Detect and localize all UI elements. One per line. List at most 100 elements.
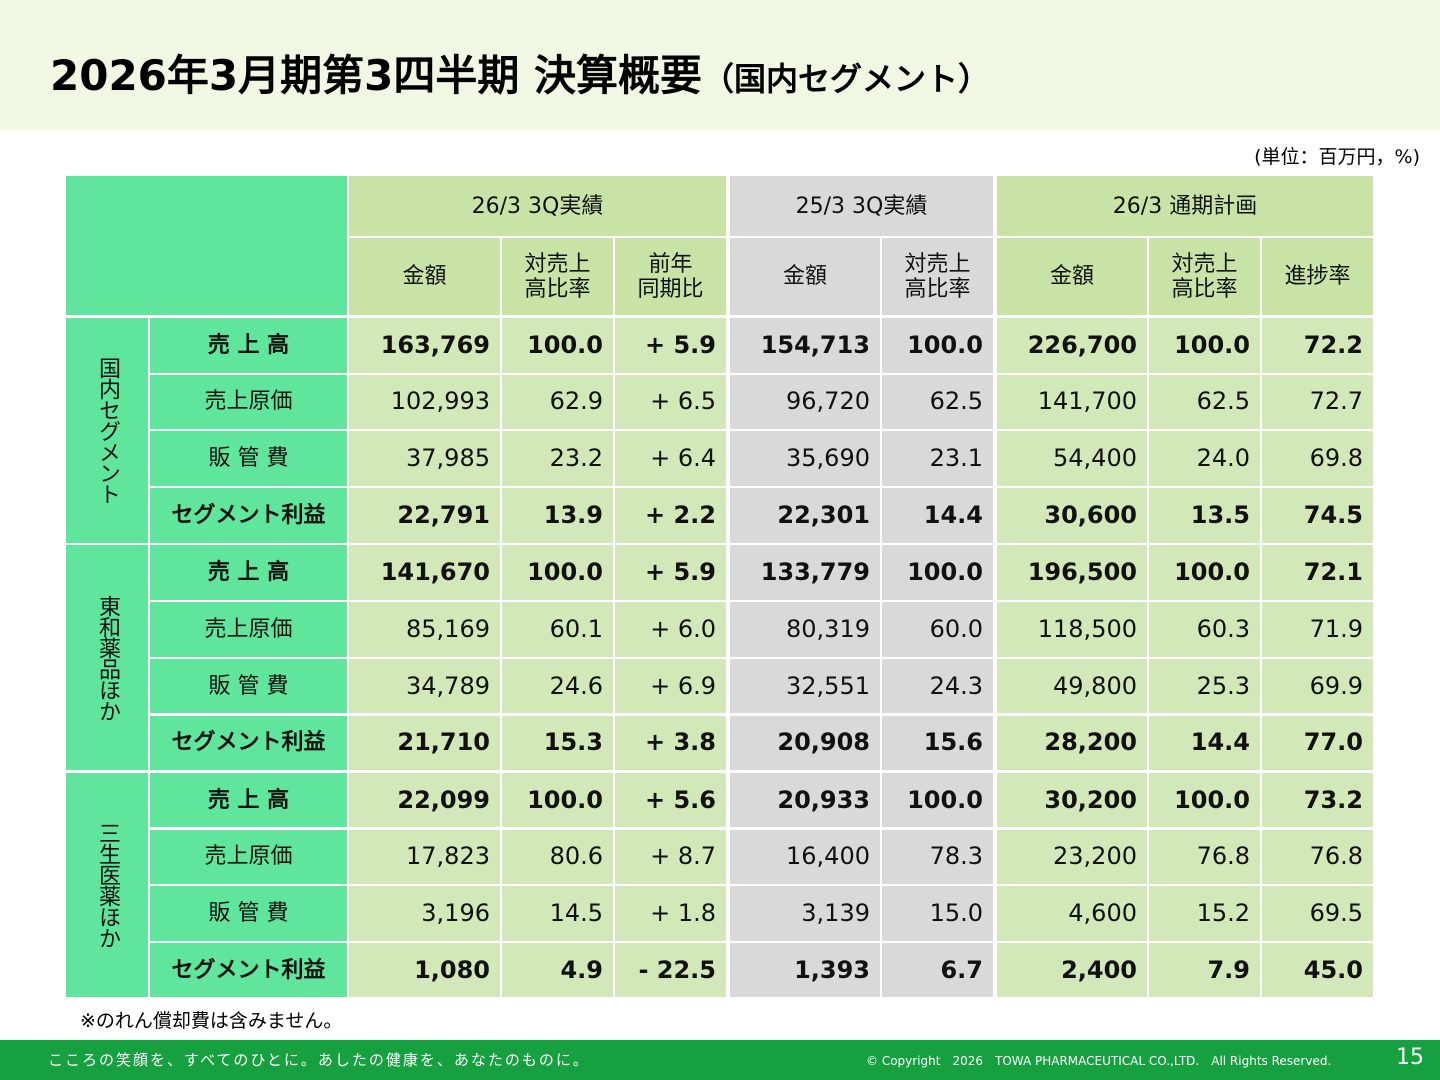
cell: 62.5 [1149,374,1260,430]
header-band [0,0,1440,130]
cell: 30,200 [997,772,1147,828]
cell: 1,393 [730,942,880,998]
cell: 76.8 [1262,829,1373,884]
column-header: 前年 同期比 [615,238,726,315]
group-header: 26/3 通期計画 [997,176,1373,236]
cell: 62.9 [502,374,613,430]
row-label: 販 管 費 [150,431,347,486]
cell: 20,933 [730,772,880,828]
cell: 96,720 [730,374,880,430]
segment-name: 国内セグメント [66,318,148,543]
cell: 133,779 [730,545,880,600]
row-label: セグメント利益 [150,488,347,543]
cell: 7.9 [1149,942,1260,998]
row-label: セグメント利益 [150,942,347,998]
row-label: 売上原価 [150,374,347,430]
corner [66,176,347,315]
cell: 6.7 [882,942,993,998]
cell: 100.0 [882,318,993,373]
cell: 23.2 [502,431,613,486]
cell: 28,200 [997,715,1147,770]
cell: 15.2 [1149,886,1260,941]
cell: 73.2 [1262,772,1373,828]
cell: 14.5 [502,886,613,941]
title-text: 2026年3月期第3四半期 決算概要 [50,51,702,100]
cell: 1,080 [349,942,500,998]
cell: 100.0 [882,772,993,828]
segment-name: 三生医薬ほか [66,772,148,998]
footer-band [0,1040,1440,1080]
cell: 69.8 [1262,431,1373,486]
cell: 23.1 [882,431,993,486]
cell: 54,400 [997,431,1147,486]
cell: 100.0 [502,318,613,373]
cell: 4,600 [997,886,1147,941]
cell: 24.0 [1149,431,1260,486]
cell: 196,500 [997,545,1147,600]
row-label: 売 上 高 [150,545,347,600]
column-header: 対売上 高比率 [882,238,993,315]
group-header: 25/3 3Q実績 [730,176,993,236]
column-header: 対売上 高比率 [1149,238,1260,315]
row-label: 売 上 高 [150,318,347,373]
cell: 13.9 [502,488,613,543]
cell: 14.4 [882,488,993,543]
cell: + 6.9 [615,658,726,714]
cell: 15.6 [882,715,993,770]
column-header: 進捗率 [1262,238,1373,315]
cell: 15.0 [882,886,993,941]
cell: 3,196 [349,886,500,941]
footnote: ※のれん償却費は含みません。 [80,1010,343,1032]
title: 2026年3月期第3四半期 決算概要（国内セグメント） [50,42,990,103]
cell: 24.3 [882,658,993,714]
cell: 15.3 [502,715,613,770]
cell: 22,791 [349,488,500,543]
cell: 13.5 [1149,488,1260,543]
cell: 24.6 [502,658,613,714]
cell: 80.6 [502,829,613,884]
cell: 76.8 [1149,829,1260,884]
cell: - 22.5 [615,942,726,998]
cell: 23,200 [997,829,1147,884]
cell: 25.3 [1149,658,1260,714]
row-label: 販 管 費 [150,886,347,941]
cell: 102,993 [349,374,500,430]
unit-note: (単位：百万円，%) [1254,146,1420,168]
column-header: 金額 [730,238,880,315]
cell: 49,800 [997,658,1147,714]
cell: 141,670 [349,545,500,600]
cell: 226,700 [997,318,1147,373]
cell: 2,400 [997,942,1147,998]
cell: 69.9 [1262,658,1373,714]
cell: 100.0 [1149,318,1260,373]
cell: 35,690 [730,431,880,486]
segment-name: 東和薬品ほか [66,545,148,770]
cell: 100.0 [502,772,613,828]
cell: + 1.8 [615,886,726,941]
cell: 163,769 [349,318,500,373]
cell: + 5.9 [615,318,726,373]
row-label: 売 上 高 [150,772,347,828]
cell: 14.4 [1149,715,1260,770]
cell: 72.1 [1262,545,1373,600]
group-header: 26/3 3Q実績 [349,176,726,236]
cell: 17,823 [349,829,500,884]
cell: + 5.9 [615,545,726,600]
cell: 100.0 [1149,545,1260,600]
cell: 77.0 [1262,715,1373,770]
cell: 71.9 [1262,602,1373,657]
cell: 72.2 [1262,318,1373,373]
cell: + 8.7 [615,829,726,884]
copyright: © Copyright 2026 TOWA PHARMACEUTICAL CO.… [866,1054,1332,1068]
column-header: 対売上 高比率 [502,238,613,315]
cell: 60.0 [882,602,993,657]
cell: 22,301 [730,488,880,543]
cell: 62.5 [882,374,993,430]
cell: 141,700 [997,374,1147,430]
cell: 30,600 [997,488,1147,543]
cell: 69.5 [1262,886,1373,941]
cell: 45.0 [1262,942,1373,998]
cell: 100.0 [882,545,993,600]
cell: 32,551 [730,658,880,714]
